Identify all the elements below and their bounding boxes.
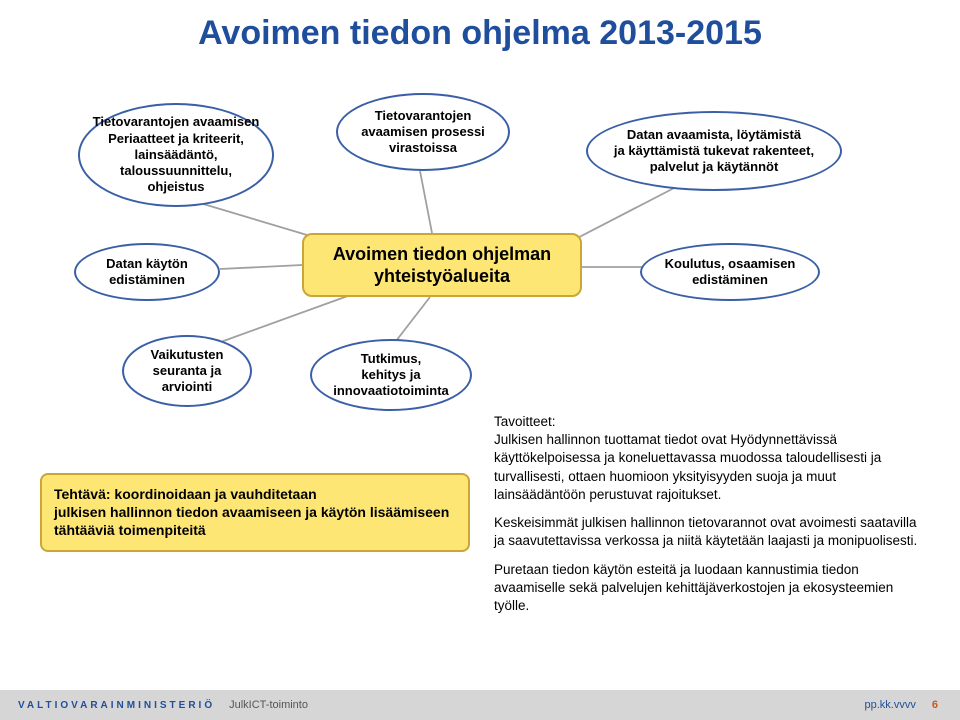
goals-label: Tavoitteet: — [494, 414, 556, 429]
ellipse-process: Tietovarantojenavaamisen prosessivirasto… — [336, 93, 510, 171]
ellipse-impact: Vaikutustenseuranta jaarviointi — [122, 335, 252, 407]
task-box: Tehtävä: koordinoidaan ja vauhditetaanju… — [40, 473, 470, 552]
ellipse-data-use: Datan käytönedistäminen — [74, 243, 220, 301]
page-title: Avoimen tiedon ohjelma 2013-2015 — [0, 0, 960, 53]
goals-paragraph: Tavoitteet: Julkisen hallinnon tuottamat… — [494, 413, 920, 504]
ellipse-structures: Datan avaamista, löytämistäja käyttämist… — [586, 111, 842, 191]
bottom-section: Tehtävä: koordinoidaan ja vauhditetaanju… — [0, 413, 960, 625]
ellipse-principles: Tietovarantojen avaamisenPeriaatteet ja … — [78, 103, 274, 207]
ministry-logo: VALTIOVARAINMINISTERIÖ — [18, 700, 215, 711]
key-resources-paragraph: Keskeisimmät julkisen hallinnon tietovar… — [494, 514, 920, 550]
footer-date: pp.kk.vvvv — [865, 699, 916, 711]
center-box: Avoimen tiedon ohjelmanyhteistyöalueita — [302, 233, 582, 297]
footer-bar: VALTIOVARAINMINISTERIÖ JulkICT-toiminto … — [0, 690, 960, 720]
goals-text: Julkisen hallinnon tuottamat tiedot ovat… — [494, 432, 881, 502]
ellipse-training: Koulutus, osaamisenedistäminen — [640, 243, 820, 301]
footer-unit: JulkICT-toiminto — [229, 699, 308, 711]
ellipse-research: Tutkimus,kehitys jainnovaatiotoiminta — [310, 339, 472, 411]
page-number: 6 — [932, 699, 938, 711]
barriers-paragraph: Puretaan tiedon käytön esteitä ja luodaa… — [494, 561, 920, 616]
diagram-area: Tietovarantojen avaamisenPeriaatteet ja … — [0, 53, 960, 363]
